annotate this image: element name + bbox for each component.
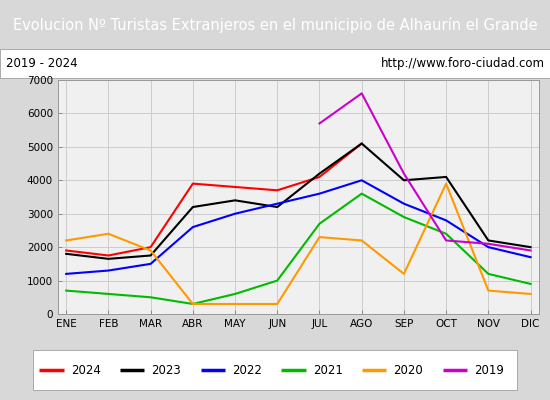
Text: http://www.foro-ciudad.com: http://www.foro-ciudad.com — [381, 57, 544, 70]
Text: 2019 - 2024: 2019 - 2024 — [6, 57, 77, 70]
Text: Evolucion Nº Turistas Extranjeros en el municipio de Alhaurín el Grande: Evolucion Nº Turistas Extranjeros en el … — [13, 17, 537, 33]
Text: 2021: 2021 — [313, 364, 343, 376]
Text: 2020: 2020 — [394, 364, 424, 376]
Text: 2022: 2022 — [232, 364, 262, 376]
Text: 2024: 2024 — [71, 364, 101, 376]
Text: 2019: 2019 — [474, 364, 504, 376]
Text: 2023: 2023 — [152, 364, 182, 376]
